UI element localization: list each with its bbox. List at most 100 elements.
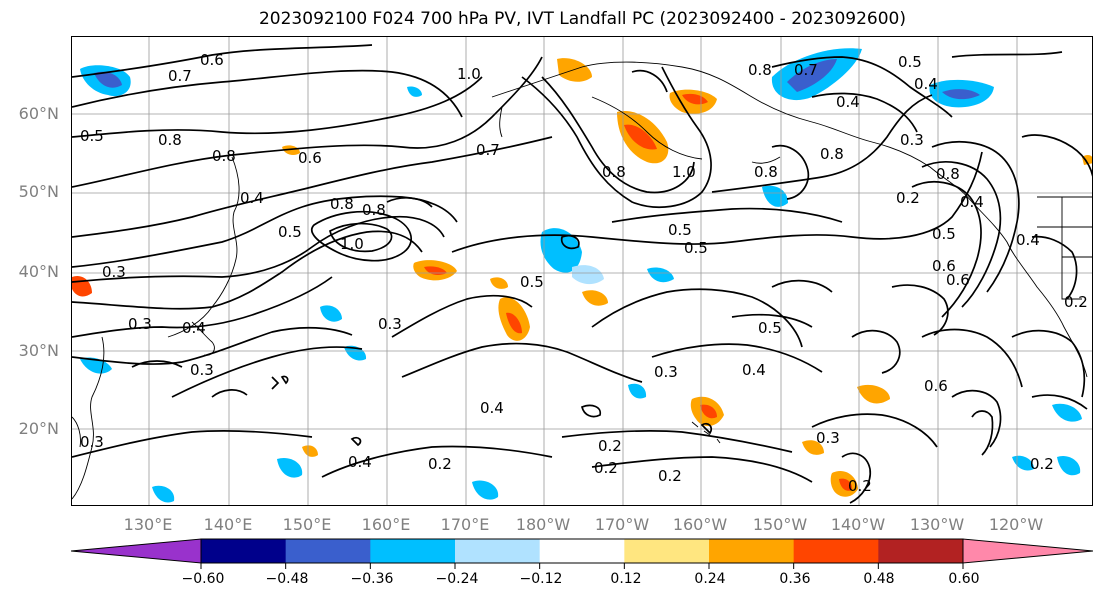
contour-label: 0.5 <box>278 223 302 241</box>
lon-label-150w: 150°W <box>752 515 808 534</box>
colorbar-tick-label: 0.24 <box>694 571 726 587</box>
patch-misc-orange <box>72 145 1092 457</box>
contour-label: 0.5 <box>80 127 104 145</box>
contour-label: 0.3 <box>900 131 924 149</box>
contour-label: 1.0 <box>672 163 696 181</box>
contour-label: 0.2 <box>594 459 618 477</box>
graticule <box>72 37 1092 505</box>
contour-label: 0.2 <box>658 467 682 485</box>
contour-label: 0.4 <box>742 361 766 379</box>
contour-label: 0.8 <box>362 201 386 219</box>
contour-label: 0.5 <box>684 239 708 257</box>
contour-label: 0.4 <box>480 399 504 417</box>
contour-label: 0.4 <box>182 319 206 337</box>
colorbar-extend-min <box>71 539 201 563</box>
contour-label: 0.8 <box>748 61 772 79</box>
contour-label: 0.2 <box>848 477 872 495</box>
colorbar-tick-label: 0.60 <box>948 571 980 587</box>
patch-orange-hawaii <box>830 470 858 497</box>
patch-misc-blue <box>80 86 1082 503</box>
patch-orange-alaska <box>669 89 717 114</box>
contour-label: 0.5 <box>758 319 782 337</box>
contour-label: 0.3 <box>128 315 152 333</box>
lon-label-140w: 140°W <box>830 515 886 534</box>
lat-label-30n: 30°N <box>18 341 59 360</box>
colorbar-bin <box>709 539 795 563</box>
colorbar-bin <box>793 539 879 563</box>
contour-label: 0.8 <box>330 195 354 213</box>
colorbar-extend-max <box>963 539 1093 563</box>
contour-label: 0.3 <box>190 361 214 379</box>
contour-label: 0.6 <box>946 271 970 289</box>
lon-label-130w: 130°W <box>909 515 965 534</box>
colorbar-tick-label: 0.48 <box>863 571 895 587</box>
colorbar-tick-label: 0.12 <box>610 571 642 587</box>
lon-label-180w: 180°W <box>515 515 571 534</box>
contour-label: 0.3 <box>378 315 402 333</box>
lon-label-130e: 130°E <box>123 515 173 534</box>
colorbar-tick-label: −0.12 <box>519 571 563 587</box>
contour-label: 0.3 <box>102 263 126 281</box>
colorbar-bin <box>455 539 541 563</box>
lon-label-160e: 160°E <box>361 515 411 534</box>
lat-label-40n: 40°N <box>18 262 59 281</box>
contour-label: 0.4 <box>960 193 984 211</box>
colorbar-bin <box>539 539 625 563</box>
coastlines <box>72 61 1092 500</box>
lon-label-170e: 170°E <box>440 515 490 534</box>
lon-label-140e: 140°E <box>203 515 253 534</box>
contour-label: 0.3 <box>80 433 104 451</box>
lon-label-160w: 160°W <box>672 515 728 534</box>
colorbar-tick-label: −0.24 <box>435 571 479 587</box>
contour-label: 0.2 <box>1030 455 1054 473</box>
colorbar-ticks <box>200 563 964 569</box>
colorbar-bins <box>71 539 1093 563</box>
contour-label: 0.8 <box>936 165 960 183</box>
contour-label: 0.6 <box>924 377 948 395</box>
contour-label: 0.6 <box>298 149 322 167</box>
contour-label: 0.4 <box>836 93 860 111</box>
contour-label: 0.5 <box>898 53 922 71</box>
colorbar-bin <box>624 539 710 563</box>
contour-label: 0.7 <box>794 61 818 79</box>
colorbar-bin <box>201 539 287 563</box>
contour-label: 0.8 <box>602 163 626 181</box>
contour-label: 0.6 <box>932 257 956 275</box>
patch-blue-mid <box>540 228 582 273</box>
contour-label: 0.8 <box>820 145 844 163</box>
contour-label: 1.0 <box>340 235 364 253</box>
colorbar-bin <box>285 539 371 563</box>
contour-label: 0.4 <box>240 189 264 207</box>
contour-label: 0.5 <box>520 273 544 291</box>
contour-label: 0.7 <box>476 141 500 159</box>
patch-ne-blue <box>771 48 862 101</box>
contour-label: 0.4 <box>348 453 372 471</box>
patch-orange-40n <box>413 260 457 281</box>
colorbar-tick-label: −0.36 <box>350 571 394 587</box>
contour-label: 0.3 <box>816 429 840 447</box>
lon-label-170w: 170°W <box>594 515 650 534</box>
contour-label: 0.2 <box>598 437 622 455</box>
colorbar <box>71 538 1093 569</box>
contour-labels: 0.6 0.7 0.8 0.5 0.8 0.8 0.6 0.4 0.5 0.8 … <box>80 51 1088 495</box>
contour-label: 0.4 <box>914 75 938 93</box>
patch-orange-mid <box>498 297 530 341</box>
contour-label: 0.3 <box>654 363 678 381</box>
patch-ne-blue2 <box>929 79 994 108</box>
map-title: 2023092100 F024 700 hPa PV, IVT Landfall… <box>258 9 906 29</box>
lat-label-50n: 50°N <box>18 182 59 201</box>
colorbar-tick-label: −0.60 <box>181 571 225 587</box>
colorbar-bin <box>878 539 964 563</box>
lat-label-20n: 20°N <box>18 419 59 438</box>
pv-contours <box>72 44 1092 504</box>
map-panel: 0.6 0.7 0.8 0.5 0.8 0.8 0.6 0.4 0.5 0.8 … <box>71 36 1093 506</box>
lon-label-120w: 120°W <box>988 515 1044 534</box>
patch-orange-tc <box>690 396 724 427</box>
contour-label: 0.7 <box>168 67 192 85</box>
contour-label: 0.4 <box>1016 231 1040 249</box>
lat-label-60n: 60°N <box>18 104 59 123</box>
patch-nw-blue <box>80 65 131 97</box>
contour-label: 0.2 <box>896 189 920 207</box>
contour-label: 0.5 <box>932 225 956 243</box>
contour-label: 0.6 <box>200 51 224 69</box>
